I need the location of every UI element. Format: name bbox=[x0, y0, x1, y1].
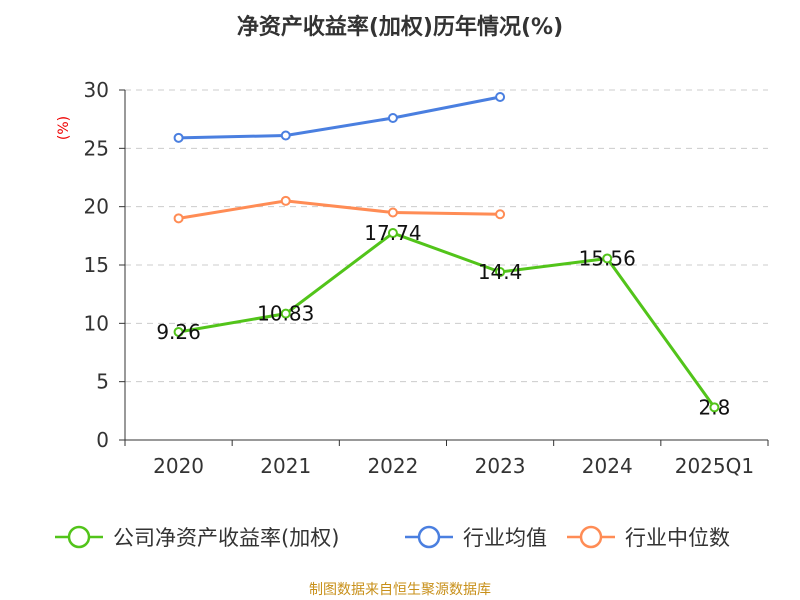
y-axis-label: (%) bbox=[56, 116, 72, 140]
x-tick-label: 2021 bbox=[260, 454, 311, 478]
y-tick-label: 5 bbox=[96, 370, 109, 394]
data-label: 10.83 bbox=[257, 302, 314, 326]
y-tick-label: 0 bbox=[96, 428, 109, 452]
data-point bbox=[173, 132, 184, 143]
data-point bbox=[709, 402, 720, 413]
data-point bbox=[173, 326, 184, 337]
data-label: 17.74 bbox=[364, 221, 421, 245]
y-tick-label: 10 bbox=[84, 311, 109, 335]
series-line bbox=[178, 231, 716, 409]
legend-label: 行业中位数 bbox=[625, 526, 730, 550]
legend-label: 行业均值 bbox=[463, 526, 547, 550]
data-label: 15.56 bbox=[579, 246, 636, 270]
y-tick-label: 25 bbox=[84, 136, 109, 160]
data-label: 14.4 bbox=[478, 260, 523, 284]
data-point bbox=[602, 253, 613, 264]
x-tick-label: 2024 bbox=[582, 454, 633, 478]
x-tick-label: 2025Q1 bbox=[675, 454, 754, 478]
data-point bbox=[387, 228, 398, 239]
y-tick-label: 30 bbox=[84, 78, 109, 102]
data-label: 9.26 bbox=[156, 320, 201, 344]
x-tick-label: 2023 bbox=[475, 454, 526, 478]
legend-marker bbox=[579, 525, 603, 549]
data-point bbox=[280, 130, 291, 141]
x-tick-label: 2020 bbox=[153, 454, 204, 478]
footer-source: 制图数据来自恒生聚源数据库 bbox=[309, 582, 491, 598]
y-tick-label: 20 bbox=[84, 195, 109, 219]
data-point bbox=[387, 207, 398, 218]
data-label: 2.8 bbox=[699, 395, 731, 419]
data-point bbox=[387, 113, 398, 123]
data-point bbox=[495, 209, 506, 220]
series-line bbox=[178, 95, 501, 140]
chart-title: 净资产收益率(加权)历年情况(%) bbox=[237, 14, 563, 40]
x-tick-label: 2022 bbox=[367, 454, 418, 478]
data-point bbox=[495, 267, 506, 277]
legend-marker bbox=[417, 525, 441, 549]
data-point bbox=[173, 213, 184, 224]
y-tick-label: 15 bbox=[84, 253, 109, 277]
data-point bbox=[280, 308, 291, 319]
legend-label: 公司净资产收益率(加权) bbox=[113, 526, 339, 550]
data-point bbox=[280, 195, 291, 206]
series-line bbox=[178, 199, 501, 220]
data-point bbox=[495, 92, 506, 102]
legend-marker bbox=[67, 525, 91, 549]
